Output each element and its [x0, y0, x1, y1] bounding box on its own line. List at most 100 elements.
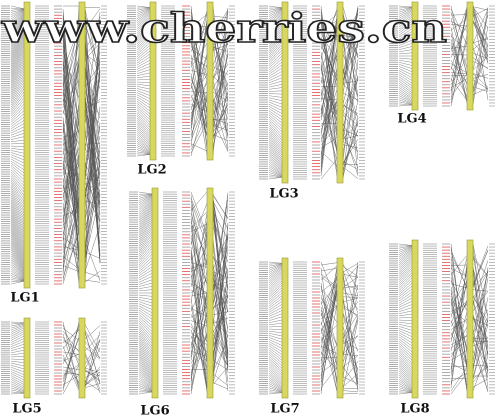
connector — [320, 151, 338, 167]
connector — [138, 312, 153, 323]
connector — [138, 191, 153, 195]
connector — [268, 261, 283, 264]
connector — [10, 71, 25, 95]
connector — [320, 48, 338, 121]
connector — [84, 143, 101, 145]
connector — [62, 151, 80, 215]
connector — [10, 107, 25, 121]
connector — [398, 364, 413, 379]
connector — [138, 316, 153, 329]
connector — [84, 330, 101, 359]
connector — [190, 21, 208, 147]
connector — [342, 285, 359, 341]
connector — [472, 260, 489, 305]
connector — [268, 319, 283, 323]
connector — [10, 10, 25, 22]
connector — [10, 171, 25, 186]
connector — [84, 341, 101, 359]
connector — [450, 7, 468, 52]
connector — [398, 26, 413, 36]
connector — [472, 271, 489, 288]
connector — [472, 244, 489, 318]
connector — [136, 103, 151, 115]
connector — [136, 117, 151, 133]
connector — [268, 326, 283, 328]
connector — [398, 95, 413, 103]
chromosome-bar — [411, 239, 419, 399]
connector — [10, 189, 25, 211]
connector — [268, 172, 283, 177]
connector — [138, 228, 153, 248]
connector — [268, 9, 283, 19]
connector — [268, 354, 283, 366]
connector — [136, 136, 151, 149]
connector — [138, 289, 153, 292]
connector — [342, 392, 359, 395]
connector — [138, 257, 153, 270]
connector — [138, 194, 153, 197]
connector — [84, 369, 101, 383]
connector — [138, 389, 153, 392]
connector — [136, 53, 151, 64]
connector — [10, 167, 25, 180]
connector — [398, 253, 413, 268]
connector — [268, 68, 283, 77]
connector — [10, 197, 25, 222]
connector — [138, 383, 153, 391]
connector — [10, 242, 25, 267]
connector — [190, 276, 208, 312]
connector — [212, 41, 229, 87]
connector — [268, 104, 283, 111]
connector — [190, 19, 208, 126]
linkage-group: LG7 — [259, 257, 365, 417]
connector — [268, 127, 283, 144]
connector — [10, 52, 25, 80]
connector — [136, 147, 151, 154]
connector — [190, 311, 208, 395]
connector — [450, 247, 468, 368]
connector — [138, 387, 153, 392]
connector — [450, 262, 468, 392]
connector — [136, 9, 151, 19]
connector — [268, 304, 283, 313]
connector — [62, 18, 80, 272]
connector — [450, 36, 468, 51]
connector — [472, 350, 489, 391]
connector — [268, 131, 283, 149]
connector — [62, 92, 80, 252]
connector — [450, 42, 468, 92]
connector — [10, 11, 25, 26]
connector — [268, 360, 283, 374]
connector — [10, 148, 25, 151]
connector — [190, 99, 208, 141]
connector — [398, 247, 413, 257]
connector — [450, 9, 468, 100]
connector — [212, 39, 229, 79]
connector — [10, 94, 25, 112]
connector — [398, 321, 413, 325]
connector — [268, 144, 283, 162]
connector — [136, 79, 151, 81]
connector — [268, 266, 283, 275]
connector — [342, 166, 359, 179]
connector — [138, 239, 153, 257]
connector — [136, 10, 151, 21]
connector — [10, 383, 25, 390]
connector — [450, 45, 468, 103]
connector — [10, 154, 25, 161]
connector — [84, 181, 101, 192]
connector — [342, 59, 359, 175]
chromosome-bar — [151, 187, 159, 399]
connector — [84, 325, 101, 340]
connector — [342, 283, 359, 290]
connector — [10, 273, 25, 281]
connector — [268, 148, 283, 166]
connector — [398, 52, 413, 55]
connector — [138, 380, 153, 391]
connector — [212, 320, 229, 363]
connector — [190, 225, 208, 342]
connector — [450, 372, 468, 382]
connector — [10, 79, 25, 101]
connector — [398, 57, 413, 60]
connector — [10, 247, 25, 270]
